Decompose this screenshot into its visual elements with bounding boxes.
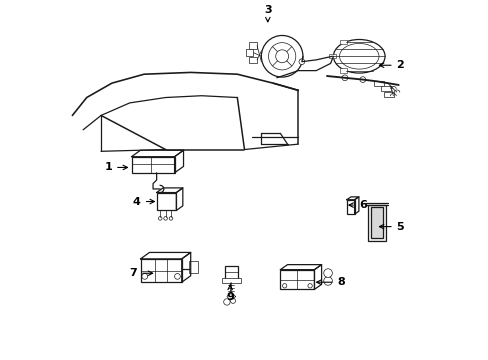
Circle shape <box>261 36 303 77</box>
Bar <box>384 92 394 97</box>
Circle shape <box>268 42 295 70</box>
Bar <box>328 54 335 58</box>
Text: 9: 9 <box>226 285 234 302</box>
Circle shape <box>359 77 365 82</box>
Bar <box>222 278 240 283</box>
Text: 3: 3 <box>264 5 271 22</box>
Bar <box>188 261 198 273</box>
Circle shape <box>142 274 147 279</box>
Bar <box>249 57 257 63</box>
Bar <box>156 193 176 211</box>
Circle shape <box>298 59 304 64</box>
Circle shape <box>169 217 172 220</box>
Text: 2: 2 <box>379 60 404 70</box>
Circle shape <box>163 217 167 220</box>
Bar <box>140 259 182 282</box>
Text: 5: 5 <box>379 222 404 231</box>
Bar <box>280 270 314 289</box>
Circle shape <box>275 50 288 63</box>
Bar <box>346 200 354 214</box>
Circle shape <box>223 299 230 305</box>
Circle shape <box>282 284 286 288</box>
Circle shape <box>323 276 332 285</box>
Bar <box>370 207 383 238</box>
Bar <box>367 205 386 241</box>
Bar <box>131 157 174 173</box>
Text: 1: 1 <box>104 162 127 172</box>
Ellipse shape <box>339 44 378 69</box>
Circle shape <box>174 274 180 279</box>
Text: 7: 7 <box>129 268 152 278</box>
Bar <box>249 42 257 49</box>
Bar <box>339 40 346 44</box>
Text: 6: 6 <box>348 200 366 210</box>
Ellipse shape <box>333 40 384 73</box>
Bar <box>373 81 383 86</box>
Circle shape <box>158 217 162 220</box>
Text: 8: 8 <box>316 277 345 287</box>
Circle shape <box>307 284 312 288</box>
Circle shape <box>323 269 332 277</box>
Text: 4: 4 <box>133 197 154 207</box>
Bar <box>339 68 346 73</box>
Bar <box>224 266 237 279</box>
Circle shape <box>341 75 347 81</box>
Circle shape <box>230 298 235 303</box>
Bar <box>245 49 253 56</box>
Bar <box>380 86 390 91</box>
